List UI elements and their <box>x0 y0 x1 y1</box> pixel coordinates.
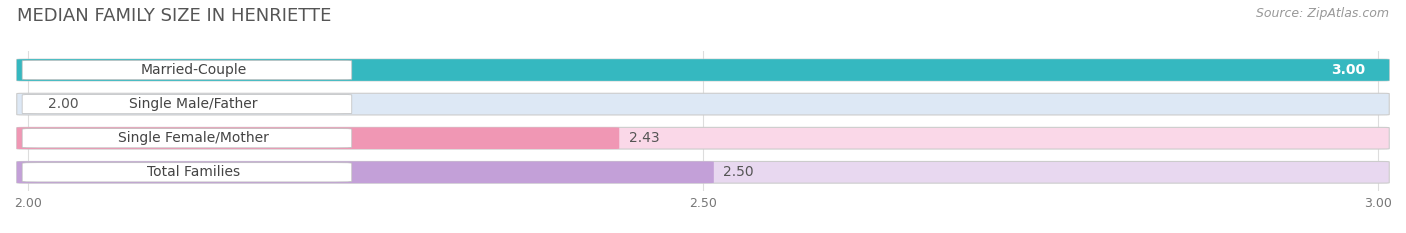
Text: 2.50: 2.50 <box>723 165 754 179</box>
FancyBboxPatch shape <box>17 59 1389 81</box>
Text: Source: ZipAtlas.com: Source: ZipAtlas.com <box>1256 7 1389 20</box>
FancyBboxPatch shape <box>22 95 351 114</box>
Text: Single Male/Father: Single Male/Father <box>129 97 257 111</box>
Text: 2.43: 2.43 <box>628 131 659 145</box>
Text: 3.00: 3.00 <box>1331 63 1365 77</box>
Text: Total Families: Total Families <box>148 165 240 179</box>
FancyBboxPatch shape <box>17 59 1389 81</box>
FancyBboxPatch shape <box>17 161 1389 183</box>
FancyBboxPatch shape <box>22 129 351 148</box>
FancyBboxPatch shape <box>17 127 1389 149</box>
FancyBboxPatch shape <box>17 161 714 183</box>
FancyBboxPatch shape <box>17 93 1389 115</box>
Text: Single Female/Mother: Single Female/Mother <box>118 131 269 145</box>
Text: Married-Couple: Married-Couple <box>141 63 247 77</box>
FancyBboxPatch shape <box>22 163 351 182</box>
FancyBboxPatch shape <box>17 127 619 149</box>
FancyBboxPatch shape <box>22 60 351 80</box>
Text: 2.00: 2.00 <box>48 97 79 111</box>
Text: MEDIAN FAMILY SIZE IN HENRIETTE: MEDIAN FAMILY SIZE IN HENRIETTE <box>17 7 332 25</box>
